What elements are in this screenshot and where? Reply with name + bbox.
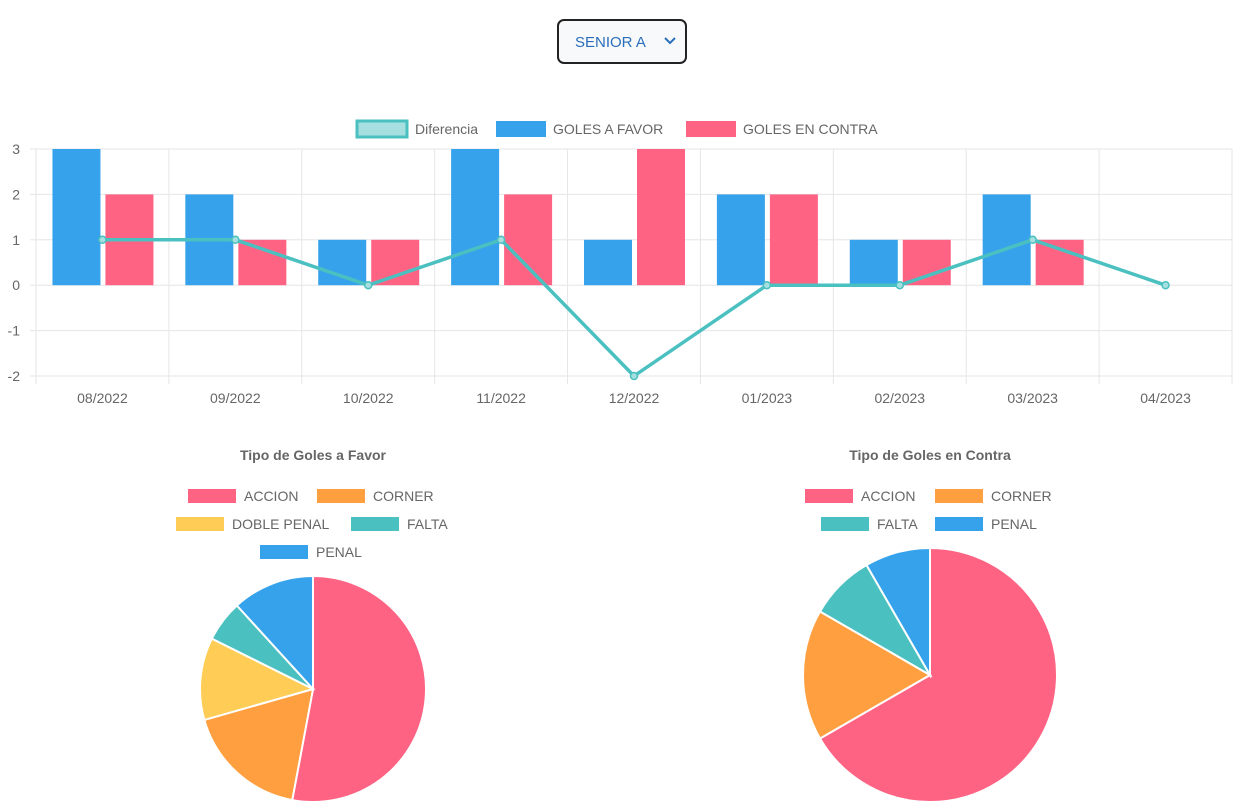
x-tick-label: 10/2022 xyxy=(343,390,394,406)
y-tick-label: 3 xyxy=(12,141,20,157)
legend-swatch xyxy=(496,121,546,137)
y-tick-label: 1 xyxy=(12,232,20,248)
legend-swatch xyxy=(355,119,409,139)
point-diferencia xyxy=(1161,280,1170,290)
x-tick-label: 04/2023 xyxy=(1140,390,1191,406)
x-tick-label: 02/2023 xyxy=(874,390,925,406)
bar-goles-a-favor xyxy=(716,194,765,286)
legend-swatch xyxy=(686,121,736,137)
bar-goles-a-favor xyxy=(982,194,1031,286)
x-tick-label: 09/2022 xyxy=(210,390,261,406)
legend-label: GOLES EN CONTRA xyxy=(743,121,878,137)
team-select-value: SENIOR A xyxy=(575,34,646,51)
goals-bar-chart: 3 2 1 0 -1 -2 08/2022 09/2022 10/2022 11/2022 12/2… xyxy=(8,119,1233,406)
legend-swatch xyxy=(351,517,399,531)
team-select[interactable]: SENIOR A xyxy=(557,19,687,64)
y-tick-label: -2 xyxy=(8,368,21,384)
pie-slice-penal xyxy=(235,574,314,692)
legend-label: Diferencia xyxy=(415,121,478,137)
legend-label: FALTA xyxy=(407,516,448,532)
y-tick-label: -1 xyxy=(8,323,21,339)
point-diferencia xyxy=(762,280,772,290)
x-tick-label: 08/2022 xyxy=(77,390,128,406)
pie-slice-penal xyxy=(865,546,931,679)
bar-goles-en-contra xyxy=(902,239,951,286)
bar-goles-a-favor xyxy=(849,239,898,286)
legend-label: FALTA xyxy=(877,516,918,532)
bar-goles-en-contra xyxy=(504,194,553,286)
legend-label: CORNER xyxy=(991,488,1052,504)
x-tick-label: 12/2022 xyxy=(609,390,660,406)
bar-goles-en-contra xyxy=(769,194,818,286)
pie-chart-goles-en-contra: Tipo de Goles en Contra ACCION CORNER FALTA… xyxy=(802,447,1058,803)
point-diferencia xyxy=(1028,235,1037,245)
legend-label: GOLES A FAVOR xyxy=(553,121,663,137)
bar-goles-en-contra xyxy=(1035,239,1084,286)
y-tick-label: 0 xyxy=(12,277,20,293)
legend-swatch xyxy=(805,489,853,503)
legend-swatch xyxy=(176,517,224,531)
pie-slice-accion xyxy=(291,574,427,803)
bar-goles-a-favor xyxy=(451,149,500,286)
pie-chart-goles-a-favor: Tipo de Goles a Favor ACCION CORNER DOBLE P… xyxy=(176,447,448,803)
point-diferencia xyxy=(98,235,107,245)
chevron-down-icon xyxy=(664,37,676,45)
legend-swatch xyxy=(188,489,236,503)
x-tick-label: 11/2022 xyxy=(476,390,526,406)
x-tick-label: 03/2023 xyxy=(1007,390,1058,406)
x-tick-label: 01/2023 xyxy=(742,390,793,406)
chart-title: Tipo de Goles en Contra xyxy=(849,447,1011,463)
legend-label: ACCION xyxy=(861,488,915,504)
legend-label: DOBLE PENAL xyxy=(232,516,329,532)
pie-slice-corner xyxy=(802,610,932,740)
pie-slice-accion xyxy=(818,546,1058,803)
pie-slice-doble-penal xyxy=(199,637,316,722)
bar-goles-a-favor xyxy=(52,149,101,286)
bar-goles-a-favor xyxy=(318,239,367,286)
bar-goles-en-contra xyxy=(371,239,420,286)
point-diferencia xyxy=(895,280,905,290)
point-diferencia xyxy=(496,235,506,245)
bar-goles-en-contra xyxy=(238,239,287,286)
legend-swatch xyxy=(260,545,308,559)
legend-swatch xyxy=(935,489,983,503)
legend-label: PENAL xyxy=(316,544,362,560)
legend-label: ACCION xyxy=(244,488,298,504)
legend-swatch xyxy=(317,489,365,503)
legend-label: PENAL xyxy=(991,516,1037,532)
legend-swatch xyxy=(935,517,983,531)
legend-label: CORNER xyxy=(373,488,434,504)
point-diferencia xyxy=(231,235,240,245)
pie-slice-corner xyxy=(203,687,315,802)
point-diferencia xyxy=(363,280,373,290)
y-tick-label: 2 xyxy=(12,186,20,202)
chart-title: Tipo de Goles a Favor xyxy=(240,447,387,463)
point-diferencia xyxy=(629,371,639,381)
bar-goles-a-favor xyxy=(584,239,632,286)
bar-goles-en-contra xyxy=(637,149,685,286)
legend-swatch xyxy=(821,517,869,531)
